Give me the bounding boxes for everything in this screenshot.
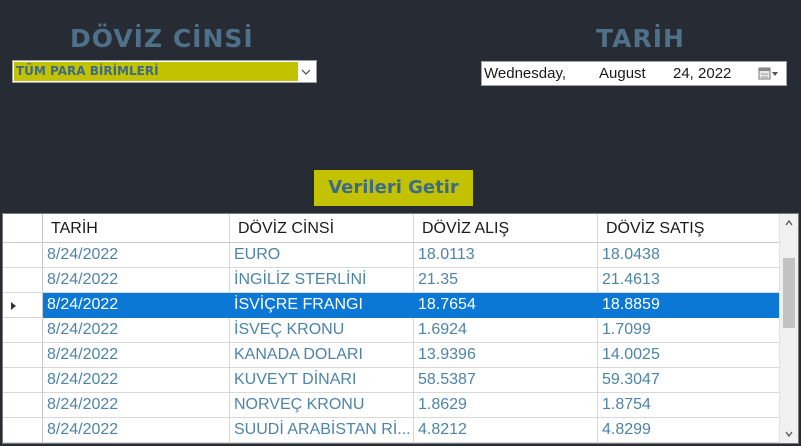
row-header[interactable] [3, 318, 43, 343]
cell-date[interactable]: 8/24/2022 [43, 343, 230, 368]
grid-table: TARİH DÖVİZ CİNSİ DÖVİZ ALIŞ DÖVİZ SATIŞ… [3, 214, 780, 443]
cell-currency[interactable]: İSVEÇ KRONU [230, 318, 414, 343]
currency-combobox[interactable]: TÜM PARA BİRİMLERİ [12, 60, 317, 83]
cell-date[interactable]: 8/24/2022 [43, 318, 230, 343]
cell-buy[interactable]: 18.0113 [414, 243, 598, 268]
table-row[interactable]: 8/24/2022 KANADA DOLARI 13.9396 14.0025 [3, 343, 780, 368]
table-row[interactable]: 8/24/2022 İNGİLİZ STERLİNİ 21.35 21.4613 [3, 268, 780, 293]
cell-currency[interactable]: İSVİÇRE FRANGI [230, 293, 414, 318]
scroll-down-arrow-icon[interactable] [780, 425, 798, 443]
column-header-buy[interactable]: DÖVİZ ALIŞ [414, 214, 598, 243]
column-header-sell[interactable]: DÖVİZ SATIŞ [598, 214, 780, 243]
row-header[interactable] [3, 268, 43, 293]
cell-buy[interactable]: 4.8212 [414, 418, 598, 443]
vertical-scrollbar[interactable] [779, 214, 798, 443]
cell-currency[interactable]: NORVEÇ KRONU [230, 393, 414, 418]
current-row-indicator-icon [11, 302, 16, 310]
table-row[interactable]: 8/24/2022 EURO 18.0113 18.0438 [3, 243, 780, 268]
cell-buy[interactable]: 13.9396 [414, 343, 598, 368]
row-header[interactable] [3, 418, 43, 443]
cell-currency[interactable]: KANADA DOLARI [230, 343, 414, 368]
cell-sell[interactable]: 1.8754 [598, 393, 780, 418]
cell-date[interactable]: 8/24/2022 [43, 243, 230, 268]
table-row[interactable]: 8/24/2022 KUVEYT DİNARI 58.5387 59.3047 [3, 368, 780, 393]
cell-sell[interactable]: 18.0438 [598, 243, 780, 268]
cell-buy[interactable]: 58.5387 [414, 368, 598, 393]
cell-currency[interactable]: İNGİLİZ STERLİNİ [230, 268, 414, 293]
scrollbar-thumb[interactable] [783, 258, 795, 328]
exchange-rate-grid[interactable]: TARİH DÖVİZ CİNSİ DÖVİZ ALIŞ DÖVİZ SATIŞ… [2, 213, 799, 444]
cell-buy[interactable]: 18.7654 [414, 293, 598, 318]
fetch-data-button[interactable]: Verileri Getir [314, 170, 473, 206]
column-header-currency[interactable]: DÖVİZ CİNSİ [230, 214, 414, 243]
row-header[interactable] [3, 393, 43, 418]
cell-date[interactable]: 8/24/2022 [43, 418, 230, 443]
cell-sell[interactable]: 59.3047 [598, 368, 780, 393]
grid-header-row: TARİH DÖVİZ CİNSİ DÖVİZ ALIŞ DÖVİZ SATIŞ [3, 214, 780, 243]
table-row[interactable]: 8/24/2022 İSVİÇRE FRANGI 18.7654 18.8859 [3, 293, 780, 318]
calendar-dropdown-icon[interactable] [758, 66, 780, 82]
cell-currency[interactable]: KUVEYT DİNARI [230, 368, 414, 393]
cell-sell[interactable]: 18.8859 [598, 293, 780, 318]
table-row[interactable]: 8/24/2022 NORVEÇ KRONU 1.8629 1.8754 [3, 393, 780, 418]
cell-date[interactable]: 8/24/2022 [43, 268, 230, 293]
scroll-up-arrow-icon[interactable] [780, 214, 798, 232]
cell-sell[interactable]: 4.8299 [598, 418, 780, 443]
row-header[interactable] [3, 293, 43, 318]
cell-buy[interactable]: 1.6924 [414, 318, 598, 343]
cell-date[interactable]: 8/24/2022 [43, 368, 230, 393]
date-picker[interactable]: Wednesday, August 24, 2022 [481, 61, 787, 86]
date-heading: TARİH [596, 24, 685, 53]
row-header-corner [3, 214, 43, 243]
cell-date[interactable]: 8/24/2022 [43, 293, 230, 318]
cell-sell[interactable]: 14.0025 [598, 343, 780, 368]
date-month[interactable]: August [599, 65, 646, 82]
date-day-of-week[interactable]: Wednesday, [484, 65, 566, 82]
cell-date[interactable]: 8/24/2022 [43, 393, 230, 418]
cell-currency[interactable]: SUUDİ ARABİSTAN Rİ... [230, 418, 414, 443]
cell-sell[interactable]: 21.4613 [598, 268, 780, 293]
cell-sell[interactable]: 1.7099 [598, 318, 780, 343]
row-header[interactable] [3, 368, 43, 393]
currency-combobox-value: TÜM PARA BİRİMLERİ [14, 62, 298, 81]
row-header[interactable] [3, 343, 43, 368]
row-header[interactable] [3, 243, 43, 268]
column-header-date[interactable]: TARİH [43, 214, 230, 243]
currency-heading: DÖVİZ CİNSİ [70, 24, 254, 53]
cell-buy[interactable]: 21.35 [414, 268, 598, 293]
chevron-down-icon[interactable] [298, 62, 314, 81]
table-row[interactable]: 8/24/2022 İSVEÇ KRONU 1.6924 1.7099 [3, 318, 780, 343]
cell-buy[interactable]: 1.8629 [414, 393, 598, 418]
date-day-year[interactable]: 24, 2022 [673, 65, 732, 82]
table-row[interactable]: 8/24/2022 SUUDİ ARABİSTAN Rİ... 4.8212 4.82… [3, 418, 780, 443]
cell-currency[interactable]: EURO [230, 243, 414, 268]
